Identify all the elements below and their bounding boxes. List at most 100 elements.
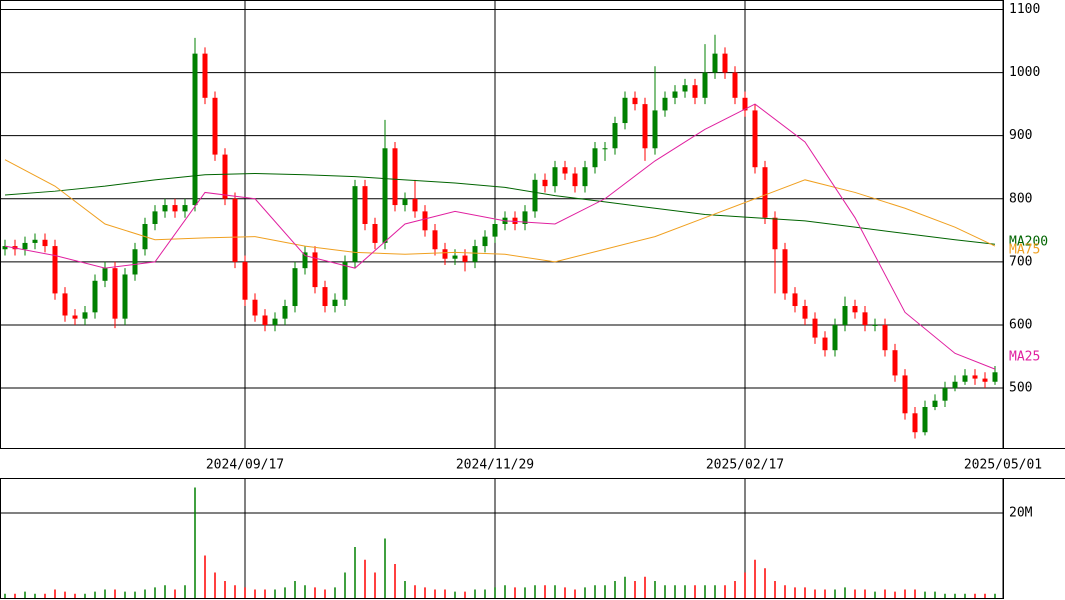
volume-bar: [324, 589, 326, 598]
volume-bar: [554, 585, 556, 598]
volume-bar: [424, 587, 426, 598]
ma-label: MA25: [1009, 350, 1040, 365]
volume-bar: [384, 538, 386, 598]
y-tick-label: 900: [1009, 128, 1032, 143]
volume-bar: [274, 589, 276, 598]
volume-bar: [234, 585, 236, 598]
volume-bar: [144, 589, 146, 598]
candle-body: [782, 249, 788, 294]
candle-body: [522, 211, 528, 224]
candle-body: [272, 318, 278, 325]
candle-body: [202, 53, 208, 98]
candle-body: [192, 53, 198, 206]
candle-body: [642, 104, 648, 149]
candle-body: [542, 179, 548, 187]
candle-body: [422, 211, 428, 231]
volume-bar: [934, 591, 936, 598]
volume-bar: [54, 589, 56, 598]
candle-body: [902, 375, 908, 414]
volume-bar: [264, 589, 266, 598]
volume-bar: [714, 585, 716, 598]
candle-body: [62, 293, 68, 316]
volume-bar: [704, 585, 706, 598]
ma-label: MA200: [1009, 235, 1048, 250]
candle-body: [32, 239, 38, 243]
volume-bar: [744, 572, 746, 598]
volume-bar: [4, 593, 6, 598]
candle-body: [392, 148, 398, 206]
volume-bar: [614, 581, 616, 598]
candle-body: [592, 148, 598, 168]
candle-body: [802, 306, 808, 319]
candle-body: [252, 299, 258, 316]
volume-bar: [524, 587, 526, 598]
candle-body: [482, 236, 488, 247]
volume-bar: [504, 585, 506, 598]
candle-body: [702, 72, 708, 98]
volume-bar: [814, 589, 816, 598]
volume-bar: [244, 587, 246, 598]
volume-bar: [784, 585, 786, 598]
volume-bar: [894, 591, 896, 598]
candle-body: [172, 205, 178, 212]
volume-bar: [904, 589, 906, 598]
volume-bar: [544, 585, 546, 598]
candle-body: [962, 375, 968, 382]
candle-body: [322, 287, 328, 307]
candle-body: [2, 246, 8, 250]
volume-bar: [974, 593, 976, 598]
volume-bar: [194, 487, 196, 598]
x-tick-label: 2024/11/29: [456, 458, 534, 473]
candle-body: [912, 413, 918, 433]
candle-body: [872, 324, 878, 326]
candle-body: [22, 242, 28, 250]
candle-body: [572, 173, 578, 187]
candle-body: [862, 312, 868, 325]
volume-bar: [594, 585, 596, 598]
candle-body: [152, 211, 158, 224]
volume-bar: [114, 589, 116, 598]
volume-bar: [664, 585, 666, 598]
candle-body: [282, 306, 288, 319]
volume-bar: [994, 593, 996, 598]
candle-body: [412, 198, 418, 212]
volume-bar: [44, 593, 46, 598]
candle-body: [232, 198, 238, 262]
volume-bar: [254, 589, 256, 598]
candle-body: [42, 239, 48, 247]
volume-bar: [484, 589, 486, 598]
candle-body: [332, 299, 338, 307]
candle-body: [552, 167, 558, 187]
y-tick-label: 1000: [1009, 65, 1040, 80]
ma-label: MA75: [1009, 243, 1040, 258]
ma-line: [4, 159, 996, 263]
candle-body: [752, 110, 758, 168]
volume-bar: [394, 564, 396, 598]
volume-bar: [404, 581, 406, 598]
volume-bar: [464, 591, 466, 598]
volume-bar: [134, 591, 136, 598]
candle-body: [762, 167, 768, 218]
candle-body: [932, 400, 938, 407]
volume-bar: [94, 591, 96, 598]
volume-bar: [214, 572, 216, 598]
volume-bar: [634, 581, 636, 598]
candle-body: [102, 268, 108, 281]
volume-bar: [834, 589, 836, 598]
candle-body: [242, 261, 248, 300]
candle-body: [162, 205, 168, 212]
candle-body: [362, 186, 368, 224]
candle-body: [812, 318, 818, 338]
candle-body: [292, 268, 298, 307]
candle-body: [72, 315, 78, 319]
candle-body: [462, 255, 468, 262]
candle-body: [262, 315, 268, 325]
candle-body: [772, 217, 778, 250]
volume-bar: [884, 589, 886, 598]
volume-bar: [454, 591, 456, 598]
volume-bar: [964, 593, 966, 598]
volume-bar: [734, 581, 736, 598]
candle-body: [852, 306, 858, 313]
volume-bar: [124, 591, 126, 598]
candle-body: [382, 148, 388, 243]
